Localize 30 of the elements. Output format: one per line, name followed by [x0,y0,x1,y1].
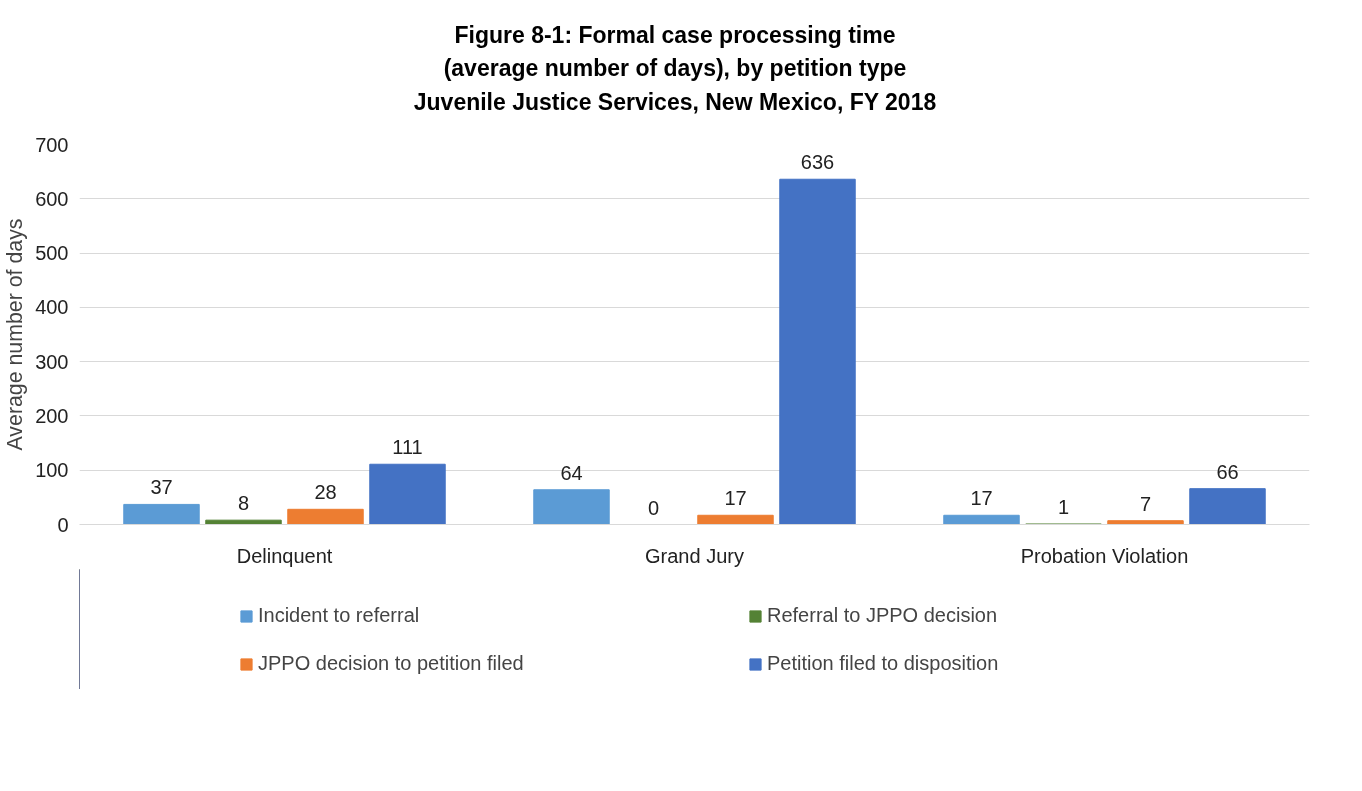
data-label: 636 [800,151,835,174]
data-label: 111 [392,436,423,459]
data-label: 8 [237,492,250,515]
data-label: 28 [314,481,337,504]
y-tick-label: 600 [35,187,69,210]
y-axis-title: Average number of days [3,218,28,451]
data-label: 66 [1216,460,1239,483]
data-label: 1 [1057,495,1070,518]
data-label: 37 [150,476,173,499]
legend-label: Referral to JPPO decision [767,604,999,628]
chart-title: Figure 8-1: Formal case processing time (average number of days), by petition type [443,22,907,82]
y-tick-label: 200 [35,404,69,427]
x-tick-label: Probation Violation [1020,544,1189,567]
y-tick-label: 300 [35,350,69,373]
data-label: 17 [970,487,993,510]
data-label: 7 [1139,492,1152,515]
data-label: 0 [647,496,660,519]
y-tick-label: 700 [35,133,69,156]
x-tick-label: Grand Jury [645,544,744,567]
y-tick-label: 100 [35,459,69,482]
x-tick-label: Delinquent [236,544,333,567]
y-tick-label: 500 [35,242,69,265]
y-tick-label: 0 [57,513,69,536]
data-label: 64 [560,461,583,484]
y-tick-label: 400 [35,296,69,319]
legend-label: Petition filed to disposition [767,652,1000,676]
data-label: 17 [724,487,747,510]
legend-label: Incident to referral [258,604,421,628]
legend-label: JPPO decision to petition filed [258,652,525,676]
chart-subtitle: Juvenile Justice Services, New Mexico, FY 2018 [413,88,937,115]
